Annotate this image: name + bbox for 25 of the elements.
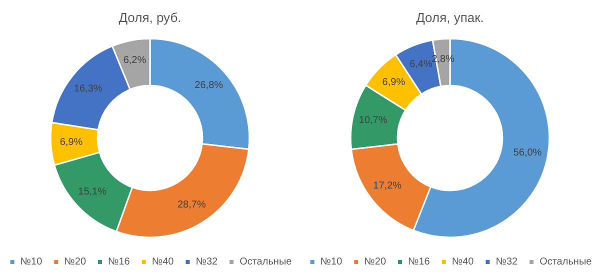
legend-label: №40 [452, 256, 474, 268]
data-label: 28,7% [177, 200, 206, 211]
data-label: 6,4% [410, 59, 432, 70]
legend-label: №40 [152, 256, 174, 268]
legend-label: №20 [64, 256, 86, 268]
data-label: 15,1% [78, 186, 107, 198]
legend-label: №16 [108, 256, 130, 268]
data-label: 16,3% [74, 84, 102, 95]
legend-label: №10 [320, 256, 343, 268]
legend-label: №10 [20, 256, 43, 268]
data-label: 6,9% [382, 77, 406, 88]
data-label: 56,0% [513, 147, 542, 158]
data-label: 6,2% [123, 55, 146, 66]
data-label: 17,2% [373, 180, 402, 192]
data-label: 26,8% [194, 80, 224, 91]
data-label: 6,9% [60, 137, 83, 148]
chart-title: Доля, руб. [118, 10, 182, 25]
chart-title: Доля, упак. [416, 10, 484, 25]
legend-label: Остальные [240, 256, 292, 268]
legend-label: №32 [196, 256, 218, 268]
legend-label: №16 [408, 256, 430, 268]
data-label: 10,7% [358, 115, 388, 126]
legend-label: №32 [496, 256, 518, 268]
legend-label: Остальные [540, 256, 592, 268]
legend-label: №20 [364, 256, 386, 268]
